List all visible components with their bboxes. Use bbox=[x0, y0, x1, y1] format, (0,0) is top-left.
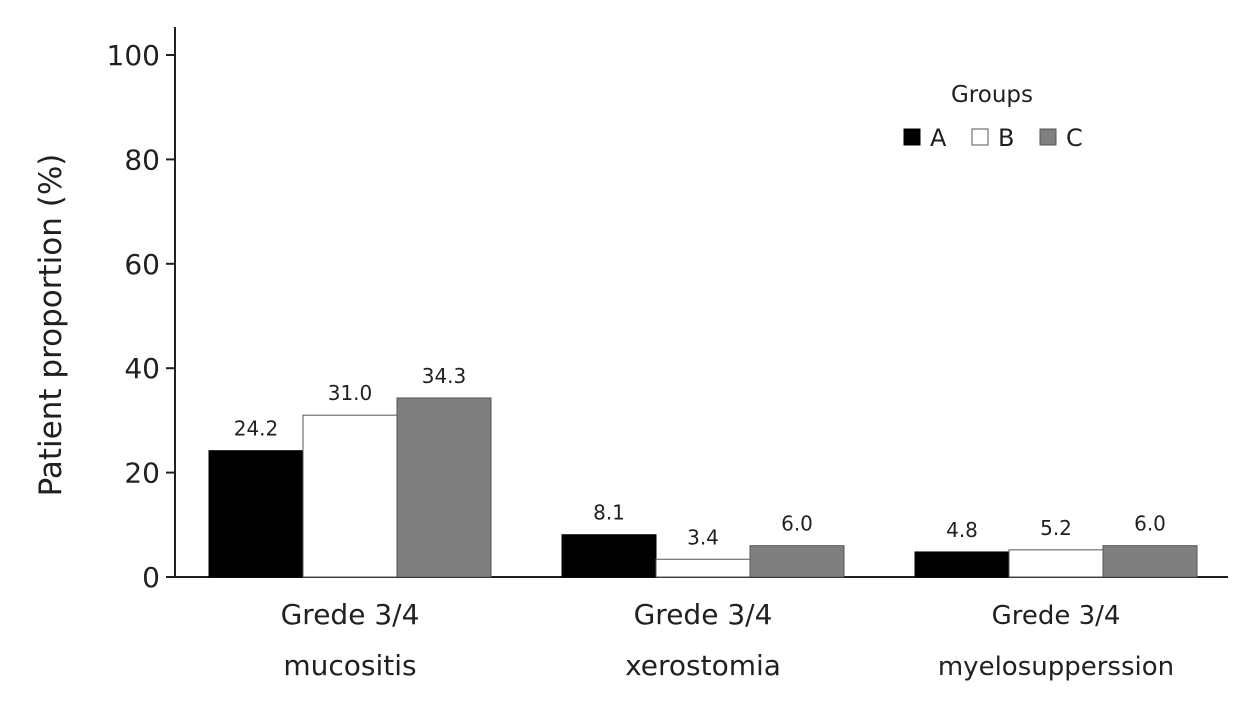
bars bbox=[208, 397, 1198, 578]
data-label: 6.0 bbox=[1134, 512, 1166, 536]
bar-c-3 bbox=[1102, 545, 1198, 578]
y-tick-label: 100 bbox=[107, 39, 160, 72]
y-tick-label: 60 bbox=[124, 248, 160, 281]
data-label: 6.0 bbox=[781, 512, 813, 536]
category-label: xerostomia bbox=[625, 649, 781, 682]
data-label: 34.3 bbox=[422, 364, 467, 388]
bar-b-1 bbox=[302, 414, 398, 578]
legend-label-c: C bbox=[1066, 124, 1083, 152]
data-labels: 24.2 8.1 4.8 31.0 3.4 5.2 34.3 6.0 6.0 bbox=[234, 364, 1166, 549]
category-label: Grede 3/4 bbox=[634, 598, 773, 631]
legend-label-a: A bbox=[930, 124, 947, 152]
legend-swatch-c bbox=[1039, 128, 1057, 146]
bar-b-2 bbox=[655, 558, 751, 578]
legend-swatch-b bbox=[971, 128, 989, 146]
bar-c-1 bbox=[396, 397, 492, 578]
bar-a-3 bbox=[914, 551, 1010, 578]
legend-title: Groups bbox=[951, 82, 1033, 108]
category-labels: Grede 3/4 mucositis Grede 3/4 xerostomia Gre… bbox=[281, 598, 1175, 682]
category-label: mucositis bbox=[283, 649, 416, 682]
data-label: 3.4 bbox=[687, 525, 719, 549]
y-tick-label: 80 bbox=[124, 143, 160, 176]
data-label: 8.1 bbox=[593, 501, 625, 525]
y-tick-label: 40 bbox=[124, 352, 160, 385]
bar-c-2 bbox=[749, 545, 845, 578]
bar-a-1 bbox=[208, 450, 304, 578]
y-tick-label: 0 bbox=[142, 561, 160, 594]
y-axis: 0 20 40 60 80 100 bbox=[107, 27, 176, 594]
y-tick-label: 20 bbox=[124, 457, 160, 490]
data-label: 24.2 bbox=[234, 417, 279, 441]
data-label: 4.8 bbox=[946, 518, 978, 542]
category-label: Grede 3/4 bbox=[281, 598, 420, 631]
bar-a-2 bbox=[561, 534, 657, 578]
data-label: 5.2 bbox=[1040, 516, 1072, 540]
category-label: Grede 3/4 bbox=[992, 601, 1121, 631]
data-label: 31.0 bbox=[328, 381, 373, 405]
legend: Groups A B C bbox=[903, 82, 1083, 152]
category-label: myelosupperssion bbox=[938, 652, 1174, 682]
legend-swatch-a bbox=[903, 128, 921, 146]
legend-label-b: B bbox=[998, 124, 1014, 152]
bar-b-3 bbox=[1008, 549, 1104, 578]
y-axis-title: Patient proportion (%) bbox=[33, 154, 69, 497]
